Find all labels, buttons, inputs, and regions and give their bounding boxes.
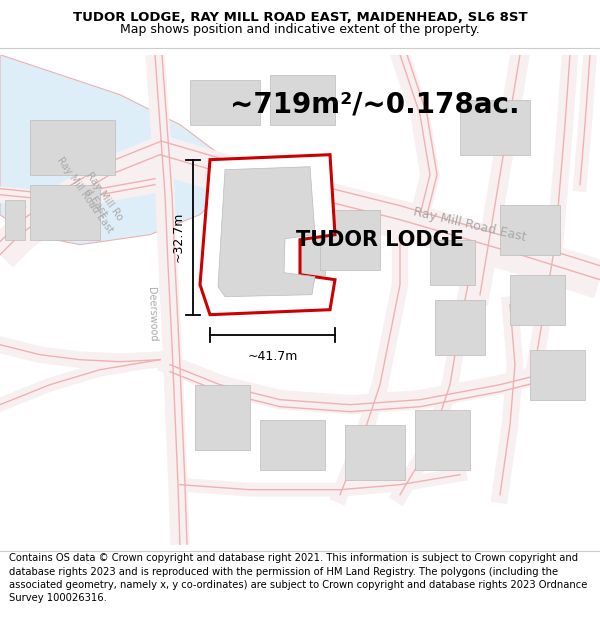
Bar [345,424,405,479]
Bar [235,199,325,274]
Bar [415,410,470,469]
Text: ~32.7m: ~32.7m [172,212,185,262]
Text: TUDOR LODGE: TUDOR LODGE [296,229,464,249]
Text: ~719m²/~0.178ac.: ~719m²/~0.178ac. [230,91,520,119]
Text: ~41.7m: ~41.7m [247,349,298,362]
Bar [510,274,565,324]
Text: Contains OS data © Crown copyright and database right 2021. This information is : Contains OS data © Crown copyright and d… [9,554,587,603]
Bar [320,209,380,269]
Polygon shape [218,167,315,297]
Text: Ray Mill Road East: Ray Mill Road East [412,206,528,244]
Bar [30,119,115,174]
Text: Map shows position and indicative extent of the property.: Map shows position and indicative extent… [120,23,480,36]
Text: Ray Mill Road East: Ray Mill Road East [55,155,115,234]
Bar [430,239,475,284]
Bar [435,299,485,354]
Text: TUDOR LODGE, RAY MILL ROAD EAST, MAIDENHEAD, SL6 8ST: TUDOR LODGE, RAY MILL ROAD EAST, MAIDENH… [73,11,527,24]
Bar [190,79,260,124]
Polygon shape [200,154,335,314]
Bar [5,199,25,239]
Bar [500,204,560,254]
Bar [270,74,335,124]
Bar [195,384,250,449]
Bar [260,419,325,469]
Bar [530,349,585,400]
Text: Ray Mill Ro
d East: Ray Mill Ro d East [75,170,125,229]
Polygon shape [0,54,230,244]
Bar [460,99,530,154]
Bar [30,184,100,239]
Text: Deerswood: Deerswood [146,288,158,342]
